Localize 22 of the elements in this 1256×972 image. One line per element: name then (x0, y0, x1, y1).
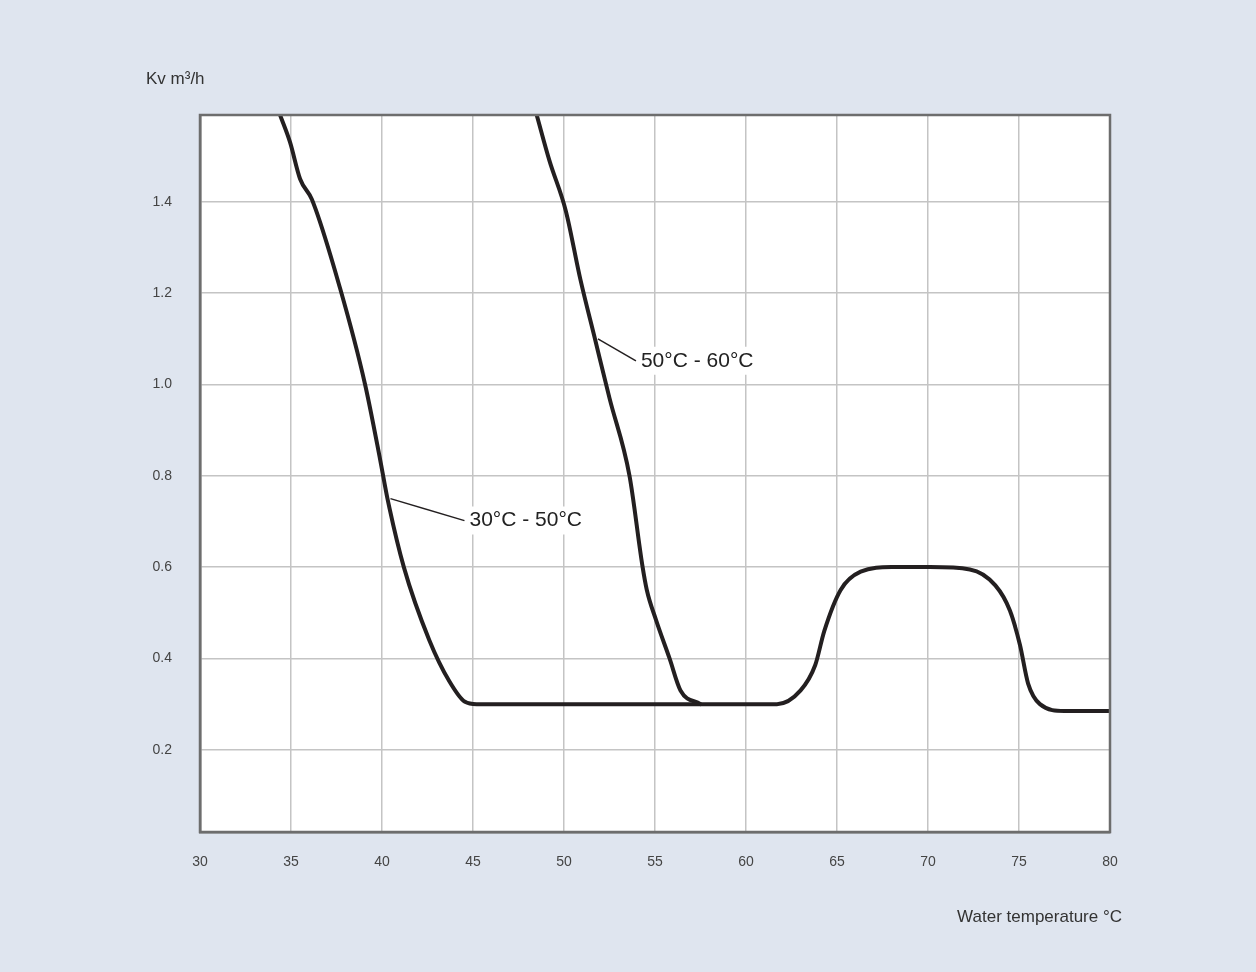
y-tick-label: 1.2 (152, 283, 173, 300)
x-tick-label: 60 (738, 853, 754, 870)
y-tick-label: 1.0 (152, 375, 173, 392)
y-tick-label: 0.2 (152, 740, 173, 757)
y-tick-label: 0.8 (152, 466, 173, 483)
x-tick-label: 50 (556, 853, 572, 870)
x-tick-label: 65 (829, 853, 845, 870)
y-tick-label: 0.6 (152, 557, 173, 574)
x-tick-label: 75 (1011, 853, 1027, 870)
x-tick-label: 40 (374, 853, 390, 870)
legend-label: 50°C - 60°C (640, 347, 754, 371)
y-tick-label: 1.4 (152, 192, 173, 209)
x-tick-label: 70 (920, 853, 936, 870)
x-tick-label: 55 (647, 853, 663, 870)
x-tick-label: 30 (192, 853, 208, 870)
y-tick-label: 0.4 (152, 649, 173, 666)
y-axis-title: Kv m³/h (146, 69, 205, 88)
x-tick-label: 35 (283, 853, 299, 870)
x-tick-label: 80 (1102, 853, 1118, 870)
x-axis-title: Water temperature °C (957, 907, 1122, 926)
x-tick-label: 45 (465, 853, 481, 870)
legend-label: 30°C - 50°C (469, 507, 582, 531)
